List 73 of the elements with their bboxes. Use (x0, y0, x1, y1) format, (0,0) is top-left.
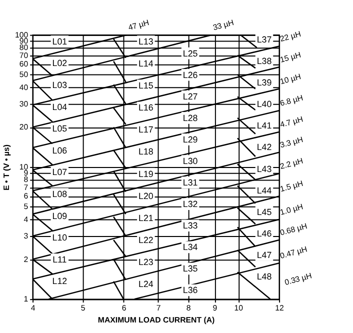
y-axis-title: E • T (V • µs) (2, 144, 12, 190)
annotation: L34 (182, 242, 198, 252)
annotation: L43 (256, 164, 272, 174)
annotation: L20 (138, 190, 154, 201)
y-tick-label: 8 (24, 175, 29, 184)
annotation: L31 (182, 178, 198, 188)
annotation: L10 (52, 232, 68, 243)
annotation: L42 (256, 142, 272, 152)
x-tick-label: 4 (30, 303, 36, 312)
annotation: L08 (52, 189, 68, 200)
annotation: L47 (256, 250, 272, 260)
y-tick-label: 50 (19, 70, 29, 80)
annotation: L06 (52, 145, 68, 156)
annotation: L21 (138, 212, 154, 223)
y-tick-label: 7 (24, 182, 28, 192)
x-tick-label: 10 (234, 303, 244, 312)
annotation: L16 (138, 102, 154, 113)
annotation: L37 (256, 34, 272, 45)
y-tick-label: 80 (19, 43, 29, 52)
annotation: L19 (138, 168, 154, 179)
annotation: L17 (138, 124, 154, 135)
y-tick-label: 1 (24, 294, 28, 304)
annotation: L32 (182, 199, 198, 210)
y-tick-label: 2 (24, 254, 28, 264)
annotation: L29 (182, 134, 198, 144)
annotation: L13 (138, 36, 154, 46)
annotation: L26 (182, 70, 198, 80)
x-tick-label: 5 (80, 303, 86, 312)
annotation: L38 (256, 56, 272, 66)
annotation: L04 (52, 102, 68, 112)
annotation: L09 (52, 210, 68, 221)
annotation: L39 (256, 78, 272, 88)
annotation: L23 (138, 257, 154, 268)
annotation: L45 (256, 206, 272, 217)
annotation: L25 (182, 48, 198, 58)
y-tick-label: 5 (24, 202, 29, 212)
annotation: L03 (52, 80, 68, 90)
y-tick-label: 3 (24, 232, 29, 241)
annotation: L02 (52, 58, 68, 68)
x-tick-label: 12 (275, 303, 284, 312)
x-tick-label: 8 (186, 303, 192, 312)
annotation: L01 (52, 36, 68, 46)
annotation: L36 (182, 285, 198, 296)
annotation: L35 (182, 264, 198, 274)
annotation: L48 (256, 271, 272, 282)
annotation: L11 (52, 254, 67, 264)
annotation: L33 (182, 220, 198, 231)
y-tick-label: 40 (19, 82, 29, 92)
annotation: L30 (182, 156, 198, 166)
y-tick-label: 60 (19, 60, 29, 69)
annotation: L28 (182, 112, 198, 123)
annotation: L27 (182, 91, 198, 102)
annotation: L05 (52, 124, 68, 134)
x-axis-title: MAXIMUM LOAD CURRENT (A) (98, 315, 216, 324)
annotation: L18 (138, 146, 154, 157)
annotation: L46 (256, 228, 272, 238)
annotation: L41 (256, 120, 272, 131)
y-tick-label: 30 (19, 99, 29, 108)
x-tick-label: 6 (122, 303, 127, 312)
annotation: L15 (138, 80, 154, 91)
annotation: L44 (256, 185, 272, 196)
annotation: L40 (256, 99, 272, 110)
y-tick-label: 20 (19, 122, 29, 132)
annotation: L12 (52, 276, 68, 286)
annotation: L22 (138, 234, 154, 245)
y-tick-label: 6 (24, 192, 29, 201)
annotation: L14 (138, 58, 154, 68)
annotation: L07 (52, 167, 68, 178)
annotation: L24 (138, 279, 154, 290)
x-tick-label: 9 (212, 303, 218, 312)
x-tick-label: 7 (156, 303, 161, 312)
y-tick-label: 70 (19, 50, 29, 60)
y-tick-label: 4 (24, 215, 29, 224)
